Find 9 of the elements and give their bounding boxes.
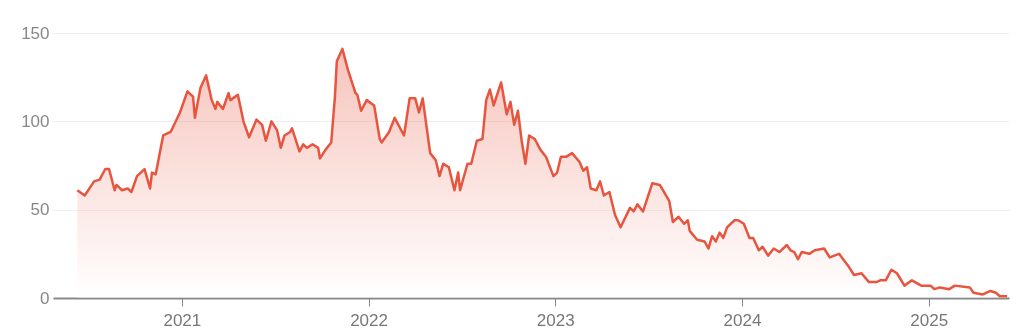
x-tick-label: 2025	[910, 310, 949, 330]
y-tick-label: 0	[40, 288, 50, 308]
x-tick-label: 2022	[350, 310, 388, 330]
x-tick-label: 2023	[536, 310, 575, 330]
x-tick-label: 2024	[723, 310, 762, 330]
y-tick-label: 150	[21, 23, 50, 43]
y-tick-label: 100	[21, 111, 50, 131]
x-tick-label: 2021	[163, 310, 202, 330]
y-tick-label: 50	[30, 200, 50, 220]
